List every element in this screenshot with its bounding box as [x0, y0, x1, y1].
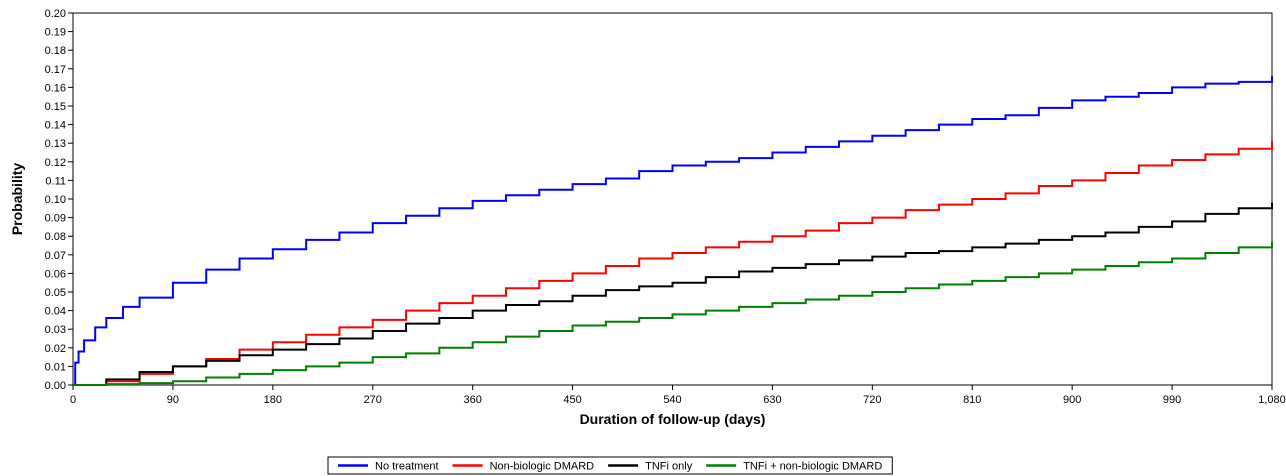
y-tick-label: 0.02 — [45, 343, 66, 355]
legend-label: TNFi only — [645, 461, 693, 473]
y-axis-title: Probability — [9, 163, 25, 236]
y-tick-label: 0.04 — [45, 306, 66, 318]
y-tick-label: 0.11 — [45, 175, 66, 187]
x-tick-label: 990 — [1163, 394, 1181, 406]
legend-label: Non-biologic DMARD — [490, 461, 595, 473]
x-tick-label: 810 — [963, 394, 981, 406]
y-tick-label: 0.19 — [45, 27, 66, 39]
y-tick-label: 0.16 — [45, 82, 66, 94]
plot-area — [72, 12, 1273, 386]
y-tick-label: 0.09 — [45, 213, 66, 225]
y-tick-label: 0.08 — [45, 231, 66, 243]
y-tick-label: 0.07 — [45, 250, 66, 262]
x-tick-label: 630 — [763, 394, 781, 406]
x-tick-label: 90 — [167, 394, 179, 406]
legend-label: No treatment — [375, 461, 439, 473]
y-tick-label: 0.12 — [45, 157, 66, 169]
x-tick-label: 540 — [663, 394, 681, 406]
x-tick-label: 450 — [563, 394, 581, 406]
y-tick-label: 0.17 — [45, 64, 66, 76]
y-tick-label: 0.06 — [45, 268, 66, 280]
x-tick-label: 360 — [463, 394, 481, 406]
y-tick-label: 0.00 — [45, 380, 66, 392]
plot-frame — [72, 12, 1273, 386]
x-tick-label: 720 — [863, 394, 881, 406]
x-tick-label: 1,080 — [1258, 394, 1286, 406]
series-line-no-treatment — [73, 76, 1273, 386]
y-tick-label: 0.10 — [45, 194, 66, 206]
y-tick-label: 0.14 — [45, 120, 66, 132]
x-tick-label: 270 — [364, 394, 382, 406]
x-tick-label: 180 — [264, 394, 282, 406]
y-axis: 0.00 0.01 0.02 0.03 0.04 0.05 0.06 0.07 0.08 0.09… — [45, 8, 73, 392]
y-tick-label: 0.03 — [45, 324, 66, 336]
x-tick-label: 900 — [1063, 394, 1081, 406]
y-tick-label: 0.01 — [45, 361, 66, 373]
y-tick-label: 0.15 — [45, 101, 66, 113]
series-line-non-biologic-dmard — [73, 141, 1273, 386]
x-axis-title: Duration of follow-up (days) — [580, 411, 766, 427]
x-axis: 0 90 180 270 360 450 540 630 720 810 900 990 1,080 — [70, 385, 1286, 406]
series-line-tnfi-non-biologic-dmard — [73, 241, 1273, 386]
y-tick-label: 0.05 — [45, 287, 66, 299]
series-line-tnfi-only — [73, 202, 1273, 386]
legend-label: TNFi + non-biologic DMARD — [743, 461, 882, 473]
y-tick-label: 0.13 — [45, 138, 66, 150]
x-tick-label: 0 — [70, 394, 76, 406]
y-tick-label: 0.18 — [45, 45, 66, 57]
legend: No treatment Non-biologic DMARD TNFi only T… — [327, 456, 893, 475]
y-tick-label: 0.20 — [45, 8, 66, 20]
series-lines — [73, 76, 1273, 386]
